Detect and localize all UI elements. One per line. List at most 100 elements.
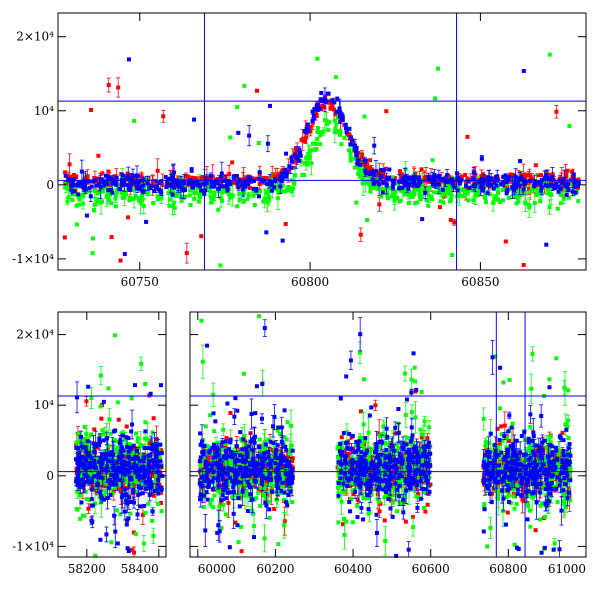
top-green-point-738	[375, 186, 380, 191]
top-blue-point-1444	[165, 177, 170, 182]
top-red-point-507	[201, 175, 206, 180]
bottom-red-point-1441	[339, 435, 344, 440]
top-blue-point-1266	[265, 182, 270, 187]
top-xtick-label-2: 60850	[461, 275, 499, 289]
top-green-point-1012	[433, 96, 438, 101]
top-blue-point-1488	[356, 158, 361, 163]
top-blue-point-1489	[171, 181, 176, 186]
bottom-blue-point-2948	[226, 454, 231, 459]
bottom-green-point-1988	[223, 512, 228, 517]
bottom-blue-point-2919	[238, 430, 243, 435]
top-green-point-939	[427, 188, 432, 204]
top-blue-point-1232	[201, 181, 206, 186]
bottom-green-point-2126	[267, 515, 272, 520]
bottom-blue-point-3019	[267, 478, 272, 483]
bottom-green-point-2371	[418, 427, 423, 432]
bottom-blue-point-3273	[363, 436, 368, 441]
top-green-point-885	[211, 193, 216, 204]
top-blue-point-1325	[159, 189, 164, 196]
top-green-point-932	[70, 197, 75, 202]
top-green-point-812	[109, 201, 114, 206]
top-red-point-55	[283, 221, 288, 226]
top-blue-point-1388	[514, 185, 519, 190]
top-blue-point-1518	[533, 182, 538, 187]
top-red-point-465	[126, 215, 131, 220]
top-green-point-861	[289, 189, 294, 194]
top-blue-point-1487	[406, 175, 411, 180]
top-blue-point-1471	[406, 186, 411, 191]
bottom-green-point-313	[133, 480, 138, 485]
top-blue-point-1422	[176, 178, 181, 193]
bottom-red-point-1494	[425, 502, 430, 507]
top-blue-point-1360	[450, 181, 455, 186]
top-red-point-183	[95, 180, 100, 185]
top-blue-point-1345	[390, 184, 395, 191]
bottom-blue-point-842	[143, 480, 148, 485]
top-data-points	[62, 52, 581, 268]
top-green-point-720	[495, 185, 500, 190]
bottom-green-point-342	[127, 442, 132, 447]
top-xtick-label-0: 60750	[121, 275, 159, 289]
top-red-point-450	[190, 176, 195, 181]
top-blue-point-1515	[190, 180, 195, 185]
bottom-blue-point-821	[79, 500, 84, 505]
top-blue-point-1479	[470, 176, 475, 181]
bottom-green-point-1955	[257, 437, 262, 442]
top-blue-point-1468	[214, 180, 219, 185]
top-blue-point-1382	[486, 183, 491, 188]
top-blue-point-1470	[297, 158, 302, 163]
top-blue-point-1258	[319, 90, 324, 95]
top-red-point-176	[96, 153, 101, 158]
bottom-green-point-1947	[284, 437, 289, 442]
bottom-blue-point-3300	[355, 515, 360, 520]
bottom-green-point-2265	[412, 379, 417, 384]
bottom-blue-point-843	[154, 443, 159, 448]
top-blue-point-1338	[126, 57, 131, 62]
top-green-point-626	[379, 186, 384, 191]
top-green-point-935	[220, 198, 225, 203]
bottom-green-point-1870	[276, 542, 281, 547]
top-blue-point-1545	[187, 179, 192, 184]
top-blue-point-1158	[387, 167, 392, 172]
top-red-point-393	[364, 166, 369, 171]
top-blue-point-1522	[562, 169, 567, 188]
top-green-point-998	[306, 144, 311, 164]
bottom-blue-point-3094	[345, 484, 350, 489]
top-green-point-793	[339, 142, 344, 147]
top-blue-point-1064	[554, 182, 559, 187]
bottom-blue-point-3018	[244, 465, 249, 470]
top-green-point-1002	[415, 187, 420, 192]
bottom-blue-point-3357	[387, 485, 392, 490]
top-blue-point-1271	[310, 109, 315, 114]
bottom-blue-point-900	[74, 457, 79, 462]
top-blue-point-1286	[564, 192, 569, 197]
bottom-blue-point-2876	[224, 496, 229, 501]
bottom-blue-point-2946	[245, 451, 250, 456]
top-blue-point-1400	[211, 180, 216, 185]
top-green-point-1021	[119, 190, 124, 195]
top-red-point-62	[291, 165, 296, 170]
top-blue-point-1078	[89, 184, 94, 189]
top-blue-point-1185	[297, 150, 302, 155]
bottom-blue-point-2783	[269, 489, 274, 494]
bottom-green-point-1960	[236, 540, 241, 545]
bottom-green-point-2027	[241, 371, 246, 376]
bottom-blue-point-3200	[382, 479, 387, 484]
bottom-blue-point-3191	[420, 463, 425, 468]
top-reference-lines	[58, 13, 586, 270]
top-blue-point-1548	[117, 187, 122, 192]
top-green-point-957	[326, 128, 331, 133]
top-blue-point-1380	[284, 174, 289, 179]
bottom-green-point-2758	[555, 500, 560, 505]
top-blue-point-1254	[267, 174, 272, 189]
top-green-point-964	[92, 208, 97, 213]
top-blue-point-1067	[218, 184, 223, 189]
top-ytick-label-1: 0	[46, 178, 54, 192]
bottom-blue-point-644	[129, 429, 134, 434]
top-blue-point-1517	[83, 184, 88, 189]
top-blue-point-1219	[195, 179, 200, 184]
bottom-green-point-439	[78, 516, 83, 521]
top-blue-point-1490	[278, 178, 283, 194]
bottom-blue-point-3324	[354, 439, 359, 444]
